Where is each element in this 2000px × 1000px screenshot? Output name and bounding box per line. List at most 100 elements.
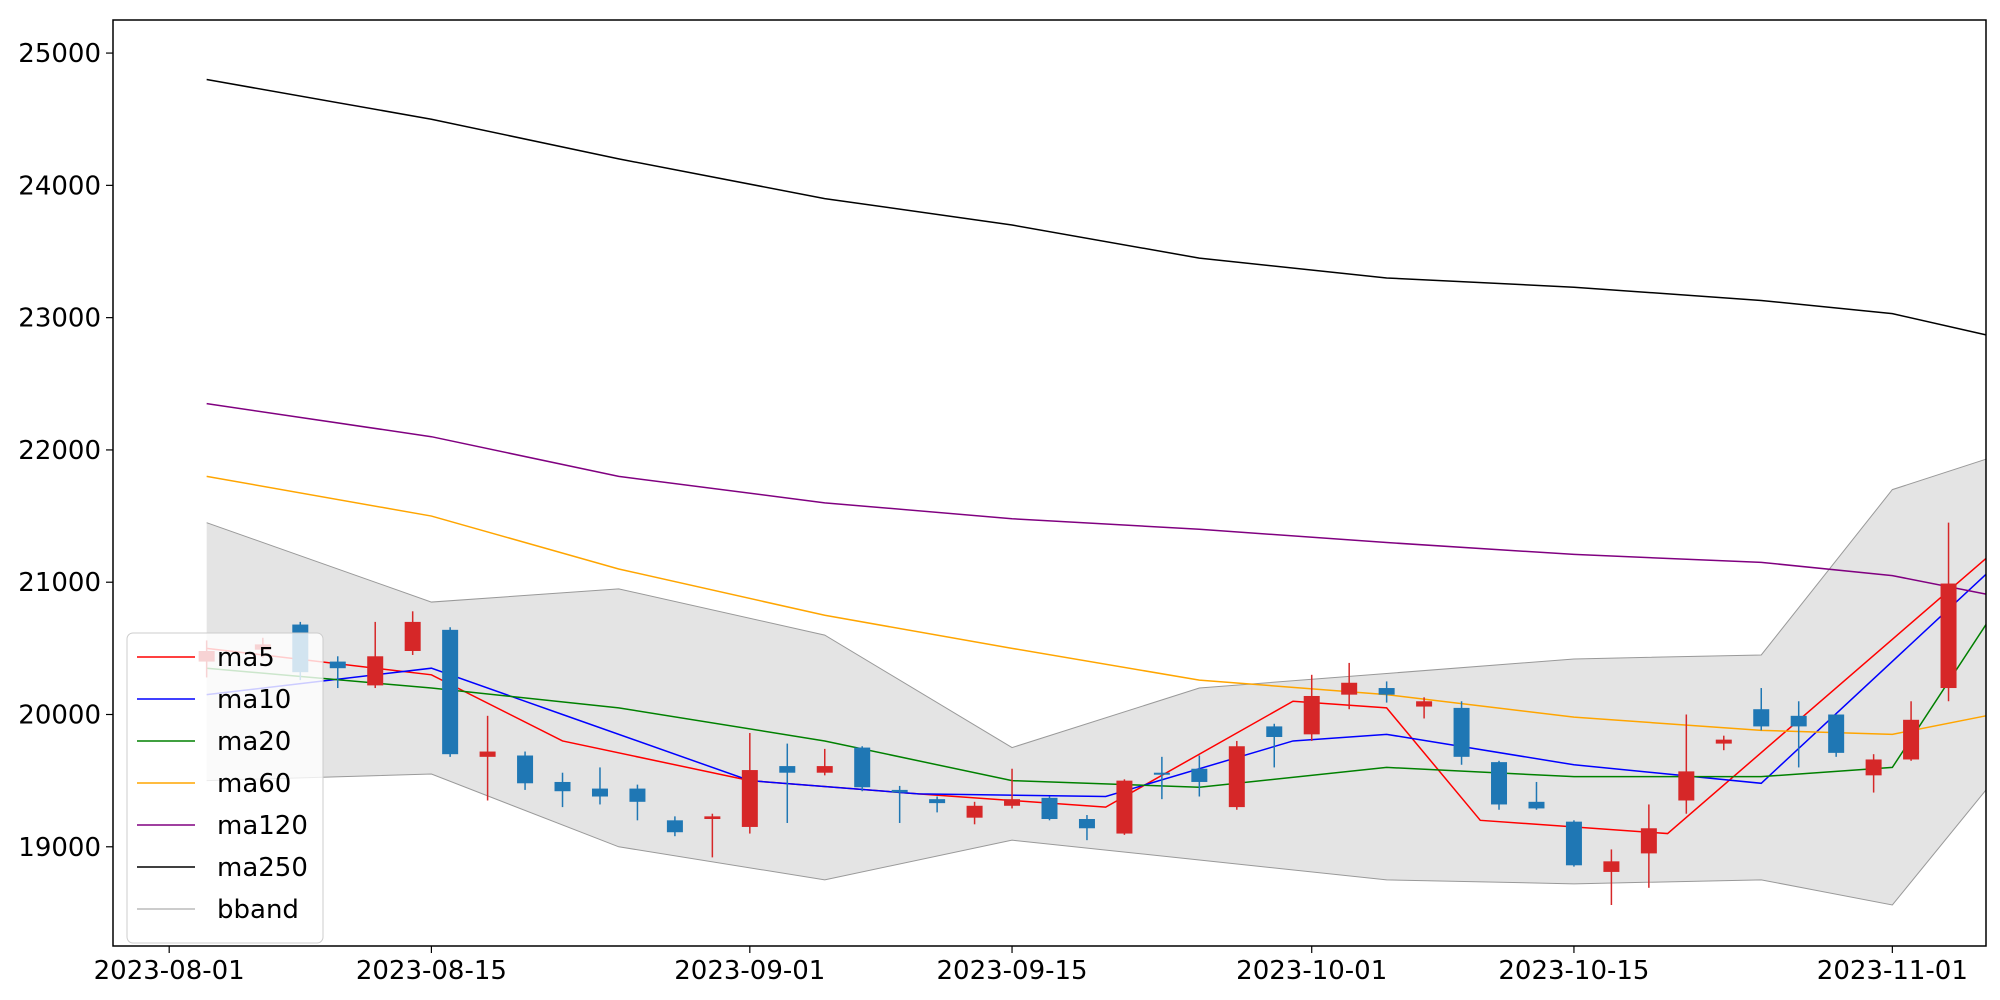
candle-2023-08-20 bbox=[517, 751, 534, 790]
candle-body bbox=[1753, 709, 1770, 727]
bband-upper-line bbox=[206, 458, 1987, 749]
candle-2023-09-07 bbox=[854, 746, 871, 792]
candle-2023-09-13 bbox=[966, 801, 983, 825]
candle-2023-10-19 bbox=[1640, 804, 1657, 888]
candle-2023-09-19 bbox=[1078, 815, 1095, 841]
candle-2023-10-03 bbox=[1341, 662, 1358, 710]
candle-2023-10-21 bbox=[1678, 714, 1695, 814]
y-tick-label: 20000 bbox=[18, 701, 101, 731]
candle-2023-08-24 bbox=[591, 767, 608, 805]
y-tick-label: 22000 bbox=[18, 436, 101, 466]
candle-body bbox=[517, 755, 534, 784]
candle-body bbox=[1678, 771, 1695, 801]
candle-body bbox=[1228, 746, 1245, 808]
candle-2023-10-15 bbox=[1565, 820, 1582, 867]
candle-body bbox=[1528, 801, 1545, 809]
y-tick-label: 23000 bbox=[18, 304, 101, 334]
candle-body bbox=[1903, 719, 1920, 760]
y-tick-label: 25000 bbox=[18, 39, 101, 69]
ma5-line bbox=[206, 557, 1987, 835]
ma10-line bbox=[206, 573, 1987, 798]
candle-2023-08-22 bbox=[554, 772, 571, 808]
legend-label-bband: bband bbox=[217, 895, 299, 925]
legend-label-ma20: ma20 bbox=[217, 727, 291, 757]
candle-body bbox=[929, 799, 946, 804]
x-tick-label: 2023-11-01 bbox=[1817, 956, 1968, 986]
candle-body bbox=[779, 766, 796, 773]
candle-body bbox=[1790, 715, 1807, 727]
candle-body bbox=[704, 816, 721, 820]
candle-2023-10-29 bbox=[1828, 714, 1845, 757]
candle-body bbox=[1640, 828, 1657, 854]
candle-2023-08-10 bbox=[329, 656, 346, 689]
candle-body bbox=[1004, 799, 1021, 806]
candle-body bbox=[1865, 759, 1882, 776]
candle-2023-09-25 bbox=[1191, 755, 1208, 797]
candle-2023-08-14 bbox=[404, 611, 421, 655]
ma120-line bbox=[206, 402, 1987, 595]
candle-2023-08-12 bbox=[367, 621, 384, 689]
candle-body bbox=[367, 656, 384, 686]
legend-label-ma10: ma10 bbox=[217, 685, 291, 715]
candle-body bbox=[1715, 739, 1732, 744]
candle-body bbox=[591, 788, 608, 797]
candle-body bbox=[1603, 861, 1620, 872]
ma250-line bbox=[206, 78, 1987, 336]
x-axis: 2023-08-01 2023-08-15 2023-09-01 2023-09-15… bbox=[94, 946, 1968, 986]
x-tick-label: 2023-08-01 bbox=[94, 956, 245, 986]
candle-body bbox=[1828, 714, 1845, 753]
legend-label-ma60: ma60 bbox=[217, 769, 291, 799]
candle-2023-11-04 bbox=[1940, 522, 1957, 702]
candle-2023-10-27 bbox=[1790, 701, 1807, 768]
candle-2023-10-31 bbox=[1865, 754, 1882, 793]
candle-body bbox=[1416, 701, 1433, 707]
y-axis: 19000 20000 21000 22000 23000 24000 25000 bbox=[18, 39, 113, 863]
candle-2023-10-07 bbox=[1416, 697, 1433, 719]
plot-area bbox=[198, 78, 1987, 906]
candle-body bbox=[629, 788, 646, 802]
x-tick-label: 2023-10-15 bbox=[1498, 956, 1649, 986]
legend-label-ma120: ma120 bbox=[217, 811, 308, 841]
x-tick-label: 2023-09-15 bbox=[936, 956, 1087, 986]
axes-frame bbox=[112, 19, 1987, 947]
legend-box bbox=[126, 632, 324, 944]
candle-2023-09-17 bbox=[1041, 796, 1058, 821]
candle-2023-10-11 bbox=[1491, 760, 1508, 810]
candle-2023-09-29 bbox=[1266, 723, 1283, 768]
x-tick-label: 2023-08-15 bbox=[356, 956, 507, 986]
candle-2023-10-05 bbox=[1378, 681, 1395, 703]
candle-body bbox=[1078, 819, 1095, 829]
candle-2023-10-23 bbox=[1715, 735, 1732, 751]
candle-body bbox=[1378, 688, 1395, 695]
candle-body bbox=[891, 789, 908, 793]
candle-2023-08-18 bbox=[479, 715, 496, 801]
candle-body bbox=[666, 820, 683, 833]
candle-2023-09-09 bbox=[891, 785, 908, 823]
candle-body bbox=[1341, 682, 1358, 695]
candle-body bbox=[404, 621, 421, 652]
candle-2023-10-17 bbox=[1603, 849, 1620, 905]
legend-label-ma250: ma250 bbox=[217, 853, 308, 883]
candle-body bbox=[1491, 762, 1508, 805]
y-tick-label: 24000 bbox=[18, 171, 101, 201]
candle-body bbox=[816, 766, 833, 773]
ma60-line bbox=[206, 475, 1987, 736]
candle-2023-08-16 bbox=[442, 627, 459, 757]
candle-body bbox=[479, 751, 496, 757]
candle-2023-10-09 bbox=[1453, 701, 1470, 765]
candle-2023-10-13 bbox=[1528, 781, 1545, 810]
candle-2023-10-01 bbox=[1303, 674, 1320, 741]
candle-2023-09-01 bbox=[741, 733, 758, 834]
candle-body bbox=[1266, 726, 1283, 737]
candle-body bbox=[1453, 707, 1470, 757]
candle-2023-08-26 bbox=[629, 784, 646, 821]
x-tick-label: 2023-09-01 bbox=[674, 956, 825, 986]
candle-body bbox=[442, 629, 459, 755]
bband-lower-line bbox=[206, 773, 1987, 906]
candle-body bbox=[554, 781, 571, 792]
candle-2023-09-27 bbox=[1228, 740, 1245, 810]
legend: ma5 ma10 ma20 ma60 ma120 ma250 bband bbox=[126, 632, 324, 944]
candle-body bbox=[966, 805, 983, 818]
candle-2023-09-05 bbox=[816, 748, 833, 776]
